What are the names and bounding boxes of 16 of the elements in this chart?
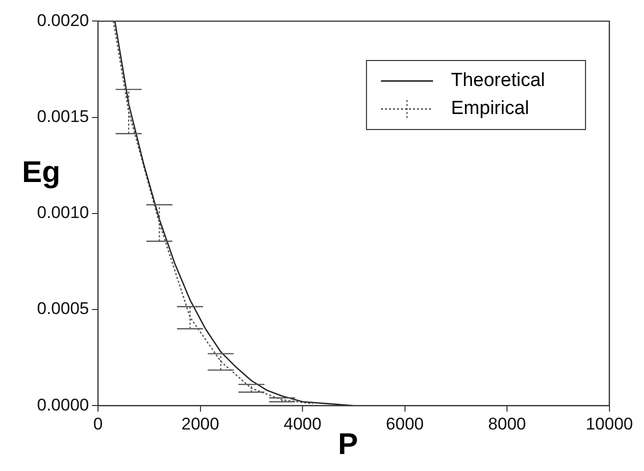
y-tick-label: 0.0000 — [37, 395, 89, 414]
legend-label: Theoretical — [451, 70, 545, 92]
line-series — [112, 21, 314, 404]
y-axis-title: Eg — [22, 156, 60, 190]
x-tick-label: 2000 — [181, 414, 220, 434]
y-tick-label: 0.0015 — [37, 106, 89, 126]
x-axis-title: P — [338, 428, 358, 462]
legend-label: Empirical — [451, 98, 530, 120]
x-tick-label: 10000 — [586, 414, 634, 434]
x-tick-label: 0 — [93, 414, 103, 434]
x-tick-label: 6000 — [386, 414, 424, 434]
y-tick-label: 0.0010 — [37, 203, 89, 222]
y-tick-label: 0.0005 — [37, 299, 89, 318]
x-tick-label: 4000 — [284, 414, 322, 434]
y-tick-label: 0.0020 — [37, 10, 89, 30]
x-tick-label: 8000 — [488, 414, 526, 434]
